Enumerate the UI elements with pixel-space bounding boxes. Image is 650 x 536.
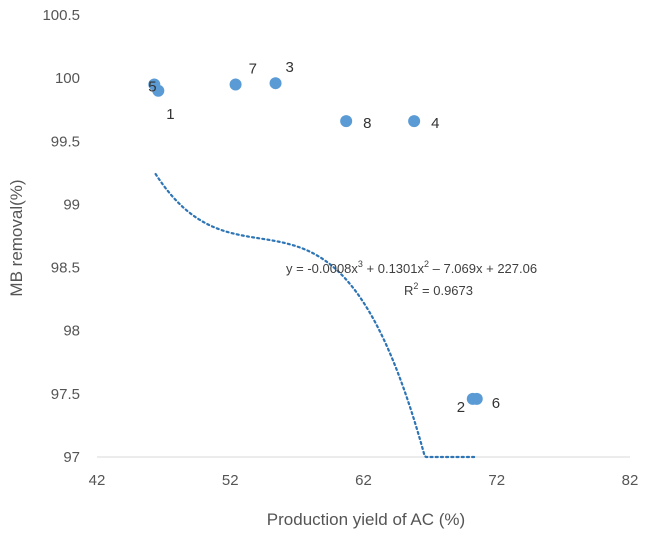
polynomial-trendline	[154, 172, 476, 459]
point-label-3: 3	[286, 59, 294, 76]
y-tick-label: 100.5	[42, 7, 80, 24]
point-labels: 1 2 3 4 5 6 7 8	[148, 59, 500, 416]
point-label-7: 7	[249, 60, 257, 77]
y-tick-label: 99	[63, 196, 80, 213]
point-label-4: 4	[431, 115, 439, 132]
point-label-6: 6	[492, 395, 500, 412]
x-tick-label: 52	[222, 472, 239, 489]
data-point-5	[148, 78, 161, 91]
x-tick-label: 82	[622, 472, 639, 489]
data-point-4	[408, 115, 421, 128]
y-axis-ticks: 97 97.5 98 98.5 99 99.5 100 100.5	[42, 7, 80, 466]
point-label-8: 8	[363, 115, 371, 132]
data-points	[148, 77, 483, 405]
trendline-equation: y = -0.0008x3 + 0.1301x2 – 7.069x + 227.…	[286, 259, 537, 276]
trendline-r-squared: R2 = 0.9673	[404, 281, 473, 298]
data-point-7	[229, 78, 242, 91]
x-tick-label: 72	[488, 472, 505, 489]
y-tick-label: 97.5	[51, 386, 80, 403]
y-axis-title: MB removal(%)	[7, 179, 26, 296]
y-tick-label: 98.5	[51, 260, 80, 277]
point-label-5: 5	[148, 78, 156, 95]
point-label-2: 2	[457, 399, 465, 416]
data-point-3	[269, 77, 282, 90]
data-point-6	[470, 392, 483, 405]
x-axis-ticks: 42 52 62 72 82	[89, 472, 639, 489]
x-axis-title: Production yield of AC (%)	[267, 510, 465, 529]
y-tick-label: 100	[55, 70, 80, 87]
data-point-8	[340, 115, 353, 128]
x-tick-label: 62	[355, 472, 372, 489]
x-tick-label: 42	[89, 472, 106, 489]
y-tick-label: 97	[63, 449, 80, 466]
point-label-1: 1	[166, 106, 174, 123]
y-tick-label: 98	[63, 323, 80, 340]
y-tick-label: 99.5	[51, 133, 80, 150]
